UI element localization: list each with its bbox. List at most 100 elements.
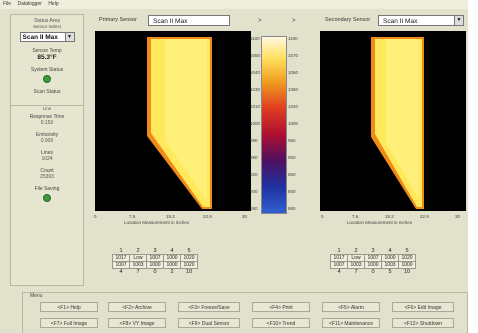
colorbar-tick-label: 1030	[250, 87, 261, 92]
arrow-right-icon: >	[258, 18, 262, 24]
table-header-cell: 5	[187, 248, 191, 254]
vy-image-button[interactable]: <F8> VY Image	[108, 318, 166, 328]
edit-image-button[interactable]: <F6> Edit Image	[392, 302, 454, 312]
emissivity-label: Emissivity	[35, 132, 59, 138]
primary-scan-box[interactable]: Scan II Max	[148, 15, 230, 26]
archive-button[interactable]: <F2> Archive	[108, 302, 166, 312]
status-area-title: Status Area	[34, 18, 60, 24]
colorbar-tick-label: 950	[288, 138, 296, 143]
trend-button[interactable]: <F10> Trend	[252, 318, 310, 328]
table-cell: Low	[347, 254, 365, 262]
primary-x-tick: 30	[242, 214, 248, 219]
count-label: Count	[40, 168, 54, 174]
alarm-button[interactable]: <F5> Alarm	[322, 302, 380, 312]
colorbar-tick-label: 1070	[288, 53, 299, 58]
table-header-cell: 2	[354, 248, 358, 254]
lines-value: 1024	[41, 156, 53, 162]
colorbar-tick-label: 990	[250, 138, 258, 143]
table-cell: 1017	[330, 254, 348, 262]
table-cell: 1007	[364, 254, 382, 262]
primary-x-tick: 0	[94, 214, 97, 219]
table-header-cell: 2	[136, 248, 140, 254]
table-header-row: 1 2 3 4 5	[113, 248, 198, 255]
table-header-cell: 1	[119, 248, 123, 254]
table-cell: 7	[354, 269, 358, 275]
count-value: 25393	[40, 174, 54, 180]
sensor-select-value: Scan II Max	[22, 34, 58, 41]
emissivity-value: 0.900	[40, 138, 54, 144]
table-cell: 1000	[163, 254, 181, 262]
thermal-scanner-window: File Datalogger Help Status Area Sensor …	[0, 0, 468, 333]
colorbar-tick-label: 1020	[288, 104, 299, 109]
maintenance-button[interactable]: <F11> Maintenance	[322, 318, 380, 328]
table-cell: 1007	[330, 261, 348, 269]
secondary-sensor-title: Secondary Sensor	[325, 17, 371, 23]
primary-x-tick: 15.2	[166, 214, 175, 219]
colorbar-tick-label: 1040	[250, 70, 261, 75]
dual-sensor-button[interactable]: <F9> Dual Sensor	[178, 318, 240, 328]
primary-heat-shape	[147, 37, 212, 209]
table-cell: 1003	[347, 261, 365, 269]
menu-datalogger[interactable]: Datalogger	[17, 1, 42, 7]
table-cell: 4	[337, 269, 341, 275]
menu-help[interactable]: Help	[48, 1, 59, 7]
primary-x-axis-title: Location Measurement in Inches	[124, 220, 190, 225]
system-status-led-icon	[43, 75, 51, 83]
print-button[interactable]: <F4> Print	[252, 302, 310, 312]
table-row: 4 7 0 5 10	[331, 269, 416, 275]
secondary-scan-dropdown[interactable]: Scan II Max ▼	[378, 15, 464, 26]
table-cell: 1003	[381, 261, 399, 269]
table-row: 1017 Low 1007 1000 1020	[330, 254, 416, 262]
colorbar-tick-label: 1010	[250, 104, 261, 109]
table-header-cell: 1	[337, 248, 341, 254]
line-section-title: Line	[42, 106, 52, 111]
secondary-x-tick: 30	[455, 214, 461, 219]
table-cell: 1020	[398, 254, 416, 262]
freeze-save-button[interactable]: <F3> Freeze/Save	[178, 302, 240, 312]
system-status-label: System Status	[30, 67, 64, 73]
table-cell: 10	[403, 269, 411, 275]
shutdown-button[interactable]: <F12> Shutdown	[392, 318, 454, 328]
table-cell: 1020	[180, 261, 198, 269]
chevron-down-icon[interactable]: ▼	[64, 33, 74, 41]
table-cell: 4	[119, 269, 123, 275]
primary-scan-label: Scan II Max	[153, 18, 188, 25]
table-header-row: 1 2 3 4 5	[331, 248, 416, 255]
table-cell: 7	[136, 269, 140, 275]
colorbar-tick-label: 1100	[250, 36, 260, 41]
chevron-down-icon[interactable]: ▼	[454, 16, 463, 25]
sensor-temp-label: Sensor Temp	[32, 48, 62, 54]
menu-bar: File Datalogger Help	[0, 0, 468, 9]
secondary-scan-label: Scan II Max	[383, 18, 418, 25]
table-cell: 0	[371, 269, 375, 275]
table-row: 1007 1003 1000 1003 1000	[330, 261, 416, 269]
menu-file[interactable]: File	[3, 1, 12, 7]
secondary-x-tick: 0	[321, 214, 324, 219]
table-header-cell: 3	[153, 248, 157, 254]
table-cell: 2	[170, 269, 174, 275]
colorbar-tick-label: 1050	[250, 53, 261, 58]
secondary-x-tick: 15.2	[385, 214, 394, 219]
secondary-thermal-plot	[320, 31, 466, 211]
file-saving-led-icon	[43, 194, 51, 202]
colorbar-tick-label: 900	[250, 189, 258, 194]
primary-x-tick: 22.9	[203, 214, 212, 219]
scan-status-label: Scan Status	[33, 89, 61, 95]
table-header-cell: 3	[371, 248, 375, 254]
table-header-cell: 4	[388, 248, 392, 254]
sensor-select-dropdown[interactable]: Scan II Max ▼	[19, 32, 75, 42]
secondary-x-tick: 22.9	[420, 214, 429, 219]
primary-data-table: 1 2 3 4 5 1017 Low 1007 1000 1020 1007 1…	[112, 248, 198, 275]
colorbar-tick-label: 980	[250, 155, 258, 160]
table-cell: 5	[388, 269, 392, 275]
primary-thermal-plot	[95, 31, 251, 211]
table-header-cell: 4	[170, 248, 174, 254]
table-cell: 1007	[112, 261, 130, 269]
sensor-temp-value: 85.3°F	[37, 54, 57, 61]
table-cell: 1003	[129, 261, 147, 269]
table-row: 1017 Low 1007 1000 1020	[112, 254, 198, 262]
help-button[interactable]: <F1> Help	[40, 302, 98, 312]
full-image-button[interactable]: <F7> Full Image	[40, 318, 98, 328]
function-key-menu	[22, 292, 468, 333]
lines-label: Lines	[41, 150, 53, 156]
